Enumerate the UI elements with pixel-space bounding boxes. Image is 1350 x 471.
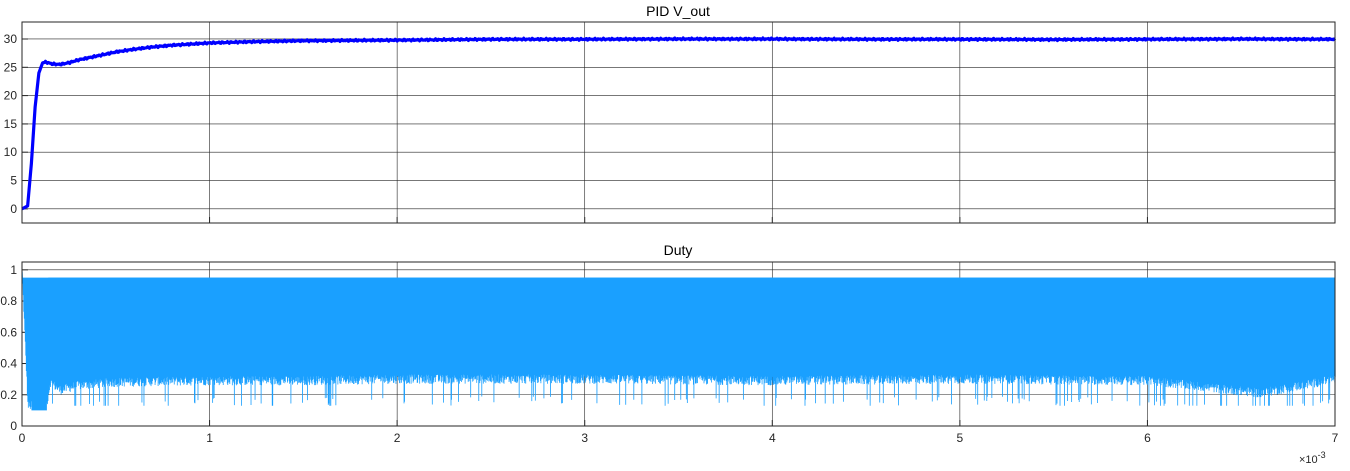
vout-chart-title: PID V_out: [646, 3, 710, 19]
duty-x-tick-label: 7: [1332, 431, 1339, 445]
vout-y-tick-label: 10: [4, 145, 18, 159]
vout-y-tick-label: 20: [4, 89, 18, 103]
vout-plot-area: [21, 21, 1336, 224]
duty-chart-title: Duty: [664, 242, 693, 258]
duty-y-tick-label: 0.6: [0, 325, 17, 339]
duty-series-group: [21, 271, 1336, 411]
vout-y-tick-label: 0: [10, 202, 17, 216]
duty-y-tick-label: 1: [10, 263, 17, 277]
duty-axes-frame: [21, 261, 1336, 427]
duty-x-ticks: 0 1 2 3 4 5 6 7: [19, 431, 1339, 445]
vout-y-tick-label: 30: [4, 32, 18, 46]
duty-x-tick-label: 3: [581, 431, 588, 445]
duty-x-tick-label: 0: [19, 431, 26, 445]
duty-y-tick-label: 0.8: [0, 294, 17, 308]
duty-x-tick-label: 6: [1144, 431, 1151, 445]
vout-y-ticks: 0 5 10 15 20 25 30: [4, 32, 18, 216]
vout-axes: 0 5 10 15 20 25 30 PID V_out: [4, 3, 1337, 224]
duty-y-tick-label: 0: [10, 419, 17, 433]
duty-x-tick-label: 1: [206, 431, 213, 445]
vout-series-group: [21, 36, 1337, 211]
duty-y-ticks: 0 0.2 0.4 0.6 0.8 1: [0, 263, 17, 433]
duty-series-line: [21, 271, 1336, 411]
duty-y-tick-label: 0.2: [0, 388, 17, 402]
vout-axes-frame: [21, 21, 1336, 224]
duty-x-tick-label: 4: [769, 431, 776, 445]
duty-x-tick-label: 2: [394, 431, 401, 445]
vout-series-line: [21, 36, 1337, 211]
vout-y-tick-label: 25: [4, 60, 18, 74]
duty-x-tick-label: 5: [957, 431, 964, 445]
x-exponent-label: ×10-3: [1299, 450, 1326, 466]
vout-y-tick-label: 15: [4, 117, 18, 131]
duty-y-tick-label: 0.4: [0, 357, 17, 371]
duty-axes: 0 0.2 0.4 0.6 0.8 1 0 1 2 3 4 5 6 7 Duty ×10-3: [0, 242, 1338, 466]
vout-y-tick-label: 5: [10, 174, 17, 188]
